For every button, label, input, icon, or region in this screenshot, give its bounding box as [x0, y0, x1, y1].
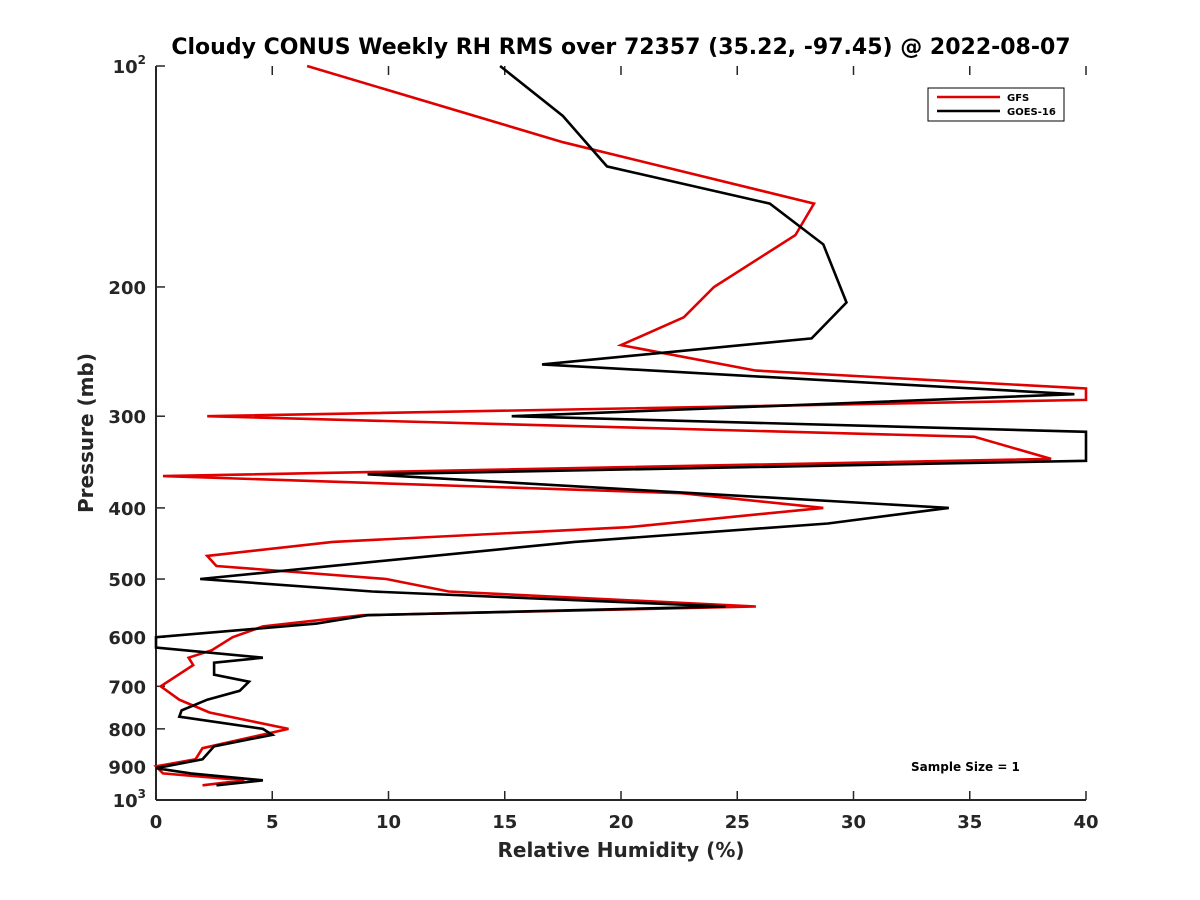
y-tick-label: 200 [108, 278, 146, 299]
legend-label-goes-16: GOES-16 [1007, 107, 1056, 118]
x-ticks: 0 5 10 15 20 25 30 35 40 [150, 66, 1099, 833]
x-tick-label: 10 [376, 812, 401, 833]
series-group [153, 64, 1088, 787]
x-tick-label: 20 [608, 812, 633, 833]
x-tick-label: 30 [841, 812, 866, 833]
x-tick-label: 5 [266, 812, 279, 833]
legend-label-gfs: GFS [1007, 93, 1029, 104]
series-line-goes-16 [154, 64, 1088, 787]
y-tick-label: 103 [113, 787, 146, 812]
chart-title: Cloudy CONUS Weekly RH RMS over 72357 (3… [171, 35, 1070, 60]
y-tick-label: 800 [108, 720, 146, 741]
x-axis-label: Relative Humidity (%) [497, 838, 744, 862]
x-tick-label: 40 [1073, 812, 1098, 833]
plot-area: 0 5 10 15 20 25 30 35 40 102 200 300 400 500 600 700 80… [108, 53, 1098, 833]
legend: GFS GOES-16 [927, 87, 1065, 122]
y-axis-label: Pressure (mb) [74, 353, 98, 513]
legend-box [927, 87, 1065, 122]
y-tick-label: 600 [108, 628, 146, 649]
x-tick-label: 35 [957, 812, 982, 833]
y-tick-label: 900 [108, 757, 146, 778]
y-tick-label: 500 [108, 570, 146, 591]
y-ticks: 102 200 300 400 500 600 700 800 900 103 [108, 53, 165, 812]
x-tick-label: 0 [150, 812, 163, 833]
sample-size-annotation: Sample Size = 1 [911, 760, 1020, 774]
x-tick-label: 15 [492, 812, 517, 833]
y-tick-label: 700 [108, 677, 146, 698]
legend-entries: GFS GOES-16 [937, 93, 1056, 118]
y-tick-label: 300 [108, 407, 146, 428]
y-tick-label: 102 [113, 53, 146, 78]
y-tick-label: 400 [108, 499, 146, 520]
x-tick-label: 25 [725, 812, 750, 833]
